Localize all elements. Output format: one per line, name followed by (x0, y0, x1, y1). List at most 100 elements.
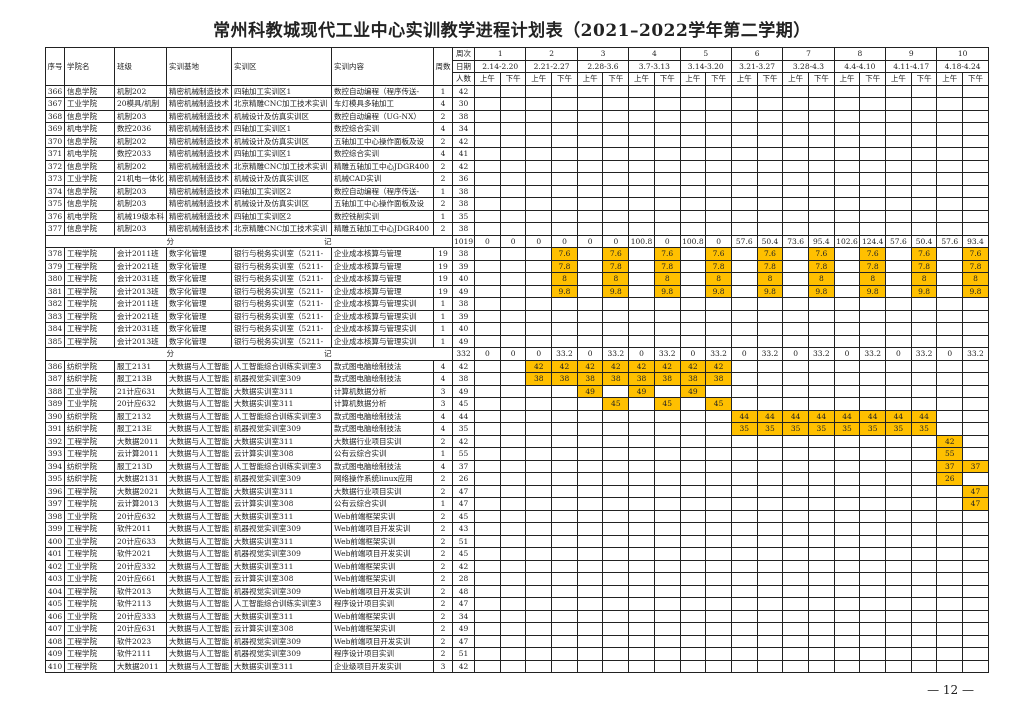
empty-cell (602, 422, 630, 436)
row-people: 51 (452, 534, 476, 548)
empty-cell (576, 534, 604, 548)
empty-cell (885, 159, 912, 173)
empty-cell (962, 509, 989, 523)
subtotal-cell: 0 (499, 347, 527, 361)
empty-cell (576, 134, 604, 148)
empty-cell (756, 447, 784, 461)
empty-cell (705, 147, 732, 161)
scheduled-cell: 9.8 (962, 284, 989, 298)
row-class: 会计2013班 (113, 284, 168, 298)
scheduled-cell: 45 (653, 397, 681, 411)
scheduled-cell: 8 (705, 272, 732, 286)
empty-cell (885, 172, 912, 186)
empty-cell (499, 534, 527, 548)
empty-cell (576, 459, 604, 473)
empty-cell (782, 622, 809, 636)
empty-cell (576, 247, 604, 261)
empty-cell (859, 497, 887, 511)
empty-cell (910, 659, 938, 673)
row-college: 工业学院 (64, 397, 115, 411)
empty-cell (602, 572, 630, 586)
empty-cell (807, 572, 835, 586)
empty-cell (499, 209, 527, 223)
empty-cell (756, 559, 784, 573)
scheduled-cell: 9.8 (756, 284, 784, 298)
empty-cell (628, 447, 655, 461)
empty-cell (525, 259, 553, 273)
empty-cell (576, 572, 604, 586)
week-number: 2 (525, 47, 578, 61)
row-content: 大数据行业项目实训 (331, 434, 435, 448)
row-people: 34 (452, 609, 476, 623)
row-seq: 396 (45, 484, 65, 498)
scheduled-cell: 44 (910, 409, 938, 423)
empty-cell (807, 384, 835, 398)
row-class: 大数据2021 (113, 484, 168, 498)
row-seq: 400 (45, 534, 65, 548)
empty-cell (525, 484, 553, 498)
empty-cell (628, 522, 655, 536)
empty-cell (885, 622, 912, 636)
row-area: 银行与税务实训室（5211- (231, 322, 333, 336)
row-weeks: 19 (433, 272, 454, 286)
empty-cell (885, 384, 912, 398)
empty-cell (576, 584, 604, 598)
empty-cell (679, 634, 707, 648)
row-people: 26 (452, 472, 476, 486)
empty-cell (756, 522, 784, 536)
table-row: 396 工程学院 大数据2021 大数据与人工智能 大数据实训室311 大数据行业项目实训… (45, 484, 989, 498)
row-area: 机器视觉实训室309 (231, 422, 333, 436)
empty-cell (628, 184, 655, 198)
empty-cell (499, 284, 527, 298)
empty-cell (730, 622, 758, 636)
scheduled-cell: 35 (885, 422, 912, 436)
empty-cell (807, 134, 835, 148)
row-people: 38 (452, 184, 476, 198)
empty-cell (705, 459, 732, 473)
row-college: 纺织学院 (64, 459, 115, 473)
row-people: 47 (452, 597, 476, 611)
empty-cell (679, 272, 707, 286)
empty-cell (782, 84, 809, 98)
empty-cell (602, 159, 630, 173)
scheduled-cell: 49 (679, 384, 707, 398)
empty-cell (859, 322, 887, 336)
empty-cell (833, 372, 861, 386)
row-base: 大数据与人工智能 (166, 559, 233, 573)
row-class: 机制203 (113, 109, 168, 123)
empty-cell (474, 447, 501, 461)
empty-cell (756, 134, 784, 148)
empty-cell (936, 209, 964, 223)
empty-cell (730, 597, 758, 611)
empty-cell (910, 334, 938, 348)
table-row: 382 工程学院 会计2011班 数字化管理 银行与税务实训室（5211- 企业成本核算与… (45, 297, 989, 311)
empty-cell (730, 509, 758, 523)
empty-cell (499, 172, 527, 186)
row-content: Web前端框架实训 (331, 559, 435, 573)
empty-cell (576, 509, 604, 523)
empty-cell (705, 109, 732, 123)
empty-cell (885, 634, 912, 648)
empty-cell (576, 259, 604, 273)
empty-cell (756, 109, 784, 123)
empty-cell (628, 434, 655, 448)
row-class: 服工2131 (113, 359, 168, 373)
empty-cell (474, 322, 501, 336)
empty-cell (653, 534, 681, 548)
row-base: 大数据与人工智能 (166, 434, 233, 448)
row-seq: 368 (45, 109, 65, 123)
row-weeks: 2 (433, 559, 454, 573)
empty-cell (936, 197, 964, 211)
empty-cell (551, 122, 578, 136)
empty-cell (653, 159, 681, 173)
empty-cell (962, 534, 989, 548)
empty-cell (653, 147, 681, 161)
empty-cell (756, 372, 784, 386)
empty-cell (962, 184, 989, 198)
empty-cell (551, 547, 578, 561)
empty-cell (602, 109, 630, 123)
empty-cell (730, 447, 758, 461)
empty-cell (628, 497, 655, 511)
empty-cell (474, 272, 501, 286)
row-class: 服工213B (113, 372, 168, 386)
